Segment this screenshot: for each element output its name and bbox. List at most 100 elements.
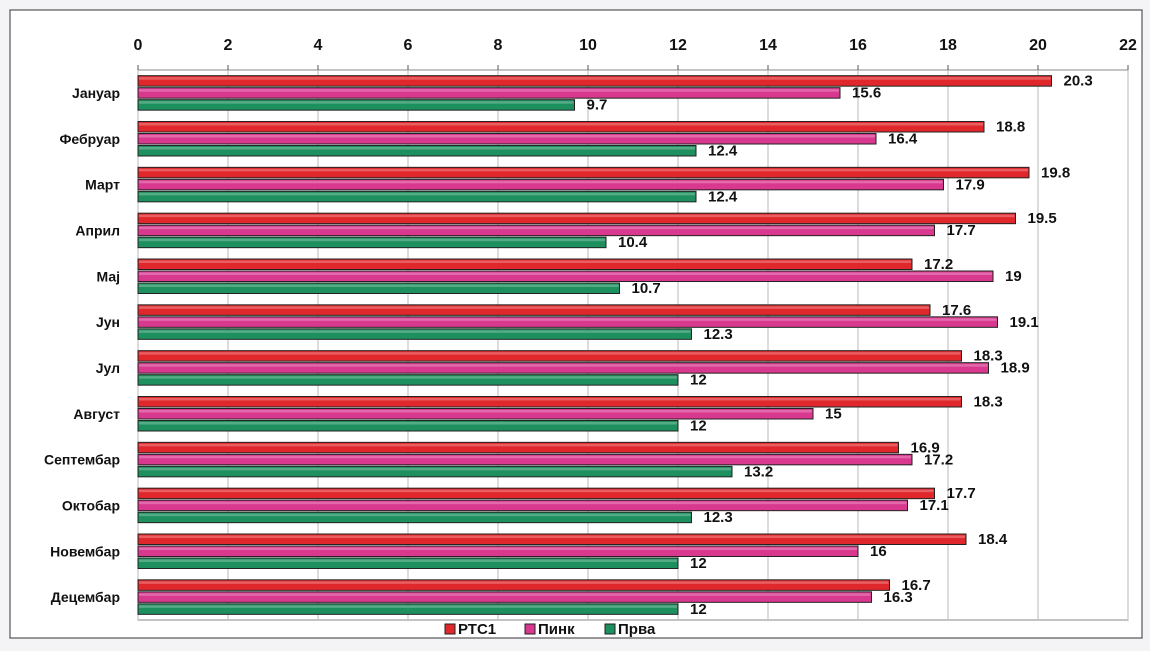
bar-highlight [139, 147, 695, 150]
data-label: 17.2 [924, 256, 953, 273]
bar-highlight [139, 123, 983, 126]
bar-pink [137, 270, 994, 282]
bar-prva [137, 465, 733, 478]
data-label: 12.3 [704, 509, 733, 526]
bar-prva [137, 603, 679, 615]
bar-pink [137, 545, 859, 557]
x-tick-label: 18 [939, 37, 957, 54]
data-label: 18.3 [974, 394, 1003, 411]
legend-swatch [524, 623, 536, 635]
data-label: 18.3 [974, 348, 1003, 365]
bar-highlight [139, 284, 619, 287]
bar-highlight [139, 376, 677, 379]
category-label: Јул [96, 360, 120, 376]
bar-pink [137, 499, 908, 512]
bar-prva [137, 145, 697, 157]
bar-rts1 [137, 579, 890, 591]
bar-highlight [139, 135, 875, 138]
bar-highlight [139, 535, 965, 538]
data-label: 17.7 [947, 485, 976, 502]
bar-highlight [139, 593, 871, 596]
x-tick-label: 0 [134, 37, 143, 54]
bar-pink [137, 316, 998, 328]
x-tick-label: 4 [314, 37, 323, 54]
bar-rts1 [137, 121, 985, 133]
data-label: 16 [870, 543, 887, 560]
bar-highlight [139, 77, 1051, 80]
bar-rts1 [137, 166, 1030, 179]
bar-pink [137, 87, 841, 99]
bar-rts1 [137, 533, 967, 545]
legend-label: РТС1 [458, 621, 496, 638]
bar-highlight [139, 501, 907, 505]
bar-highlight [139, 260, 911, 263]
bar-rts1 [137, 212, 1016, 225]
data-label: 12.4 [708, 188, 738, 205]
data-label: 9.7 [587, 97, 608, 114]
bar-highlight [139, 455, 911, 459]
data-label: 12 [690, 555, 707, 572]
bar-highlight [139, 513, 691, 517]
bar-highlight [139, 180, 943, 184]
bar-highlight [139, 214, 1015, 218]
bar-prva [137, 236, 607, 249]
bar-highlight [139, 422, 677, 425]
x-tick-label: 20 [1029, 37, 1047, 54]
data-label: 20.3 [1064, 73, 1093, 90]
bar-highlight [139, 559, 677, 562]
bar-highlight [139, 226, 934, 230]
bar-rts1 [137, 441, 899, 454]
x-tick-label: 16 [849, 37, 867, 54]
data-label: 12.4 [708, 143, 738, 160]
plot-area [137, 69, 1129, 621]
category-label: Август [73, 406, 120, 422]
category-label: Мај [96, 268, 120, 284]
bar-highlight [139, 605, 677, 608]
bar-highlight [139, 272, 992, 275]
category-label: Април [75, 222, 120, 238]
bar-rts1 [137, 350, 962, 362]
legend-label: Прва [618, 621, 656, 638]
legend-label: Пинк [538, 621, 575, 638]
data-label: 10.7 [632, 280, 661, 297]
legend-swatch [444, 623, 456, 635]
x-tick-label: 22 [1119, 37, 1137, 54]
bar-rts1 [137, 396, 962, 408]
data-label: 19 [1005, 268, 1022, 285]
data-label: 10.4 [618, 234, 648, 251]
bar-pink [137, 408, 814, 420]
category-label: Јануар [72, 85, 120, 101]
legend-swatch [604, 623, 616, 635]
bar-highlight [139, 398, 961, 401]
bar-prva [137, 511, 692, 524]
bar-pink [137, 362, 989, 374]
category-label: Децембар [51, 589, 120, 605]
bar-highlight [139, 581, 889, 584]
x-tick-label: 8 [494, 37, 503, 54]
data-label: 16.4 [888, 131, 918, 148]
bar-pink [137, 224, 935, 237]
data-label: 17.7 [947, 222, 976, 239]
bar-highlight [139, 443, 898, 447]
bar-highlight [139, 89, 839, 92]
data-label: 19.5 [1028, 210, 1057, 227]
category-label: Септембар [44, 452, 120, 468]
bar-highlight [139, 238, 605, 242]
bar-highlight [139, 330, 691, 333]
data-label: 17.6 [942, 302, 971, 319]
bar-prva [137, 374, 679, 386]
bar-pink [137, 453, 913, 466]
category-label: Новембар [50, 543, 120, 559]
data-label: 17.9 [956, 176, 985, 193]
data-label: 16.7 [902, 577, 931, 594]
bar-prva [137, 190, 697, 203]
bar-pink [137, 133, 877, 145]
data-label: 19.8 [1041, 164, 1070, 181]
bar-rts1 [137, 75, 1052, 87]
data-label: 18.9 [1001, 360, 1030, 377]
data-label: 17.2 [924, 451, 953, 468]
bar-prva [137, 282, 620, 294]
category-label: Октобар [62, 497, 120, 513]
data-label: 12 [690, 372, 707, 389]
